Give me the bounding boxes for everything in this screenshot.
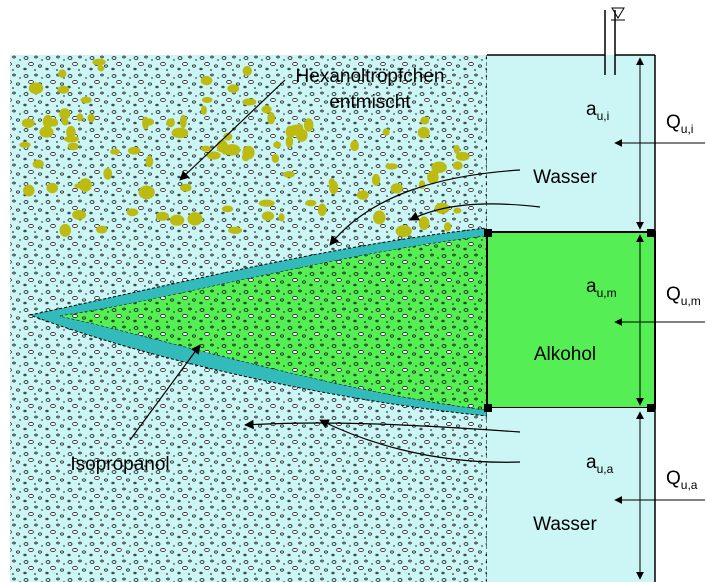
symbol: a <box>586 452 597 473</box>
droplet <box>144 118 154 125</box>
zone-q-label: Qu,i <box>666 112 693 136</box>
droplet <box>329 178 335 186</box>
subscript: u,a <box>681 478 698 492</box>
droplet <box>33 160 44 169</box>
droplet <box>187 212 202 225</box>
droplet <box>286 136 294 148</box>
droplet <box>146 156 154 168</box>
droplet <box>357 190 369 200</box>
droplet <box>79 178 92 192</box>
droplet <box>96 226 107 234</box>
subscript: u,i <box>597 109 610 123</box>
droplet <box>267 112 275 124</box>
droplet <box>139 185 155 199</box>
droplet <box>431 161 446 173</box>
droplet <box>420 117 429 125</box>
droplet <box>201 105 207 115</box>
droplet <box>166 118 175 127</box>
droplet <box>227 84 239 92</box>
droplet <box>156 212 169 221</box>
label: entmischt <box>329 92 411 113</box>
droplet <box>88 114 95 123</box>
droplet <box>305 200 316 207</box>
droplet <box>385 163 397 169</box>
zone-q-label: Qu,a <box>666 468 698 492</box>
droplet <box>262 211 274 220</box>
diagram: Hexanoltröpfchen entmischt Isopropanol W… <box>0 0 707 582</box>
droplet <box>43 115 53 129</box>
droplet <box>418 127 430 139</box>
zone-q-label: Qu,m <box>666 284 701 308</box>
droplet <box>391 183 403 193</box>
droplet <box>201 146 211 152</box>
droplet <box>372 174 380 186</box>
droplet <box>97 65 104 71</box>
droplet <box>444 222 451 232</box>
droplet <box>259 200 275 207</box>
droplet <box>128 147 141 155</box>
droplet <box>29 82 43 94</box>
droplet <box>273 142 281 148</box>
droplet <box>318 204 327 217</box>
droplet <box>373 211 386 225</box>
symbol: Q <box>666 112 681 133</box>
droplet <box>68 142 79 150</box>
droplet <box>22 118 35 128</box>
droplet <box>180 115 187 128</box>
droplet <box>202 97 213 103</box>
droplet <box>19 142 31 148</box>
label: Isopropanol <box>70 454 169 475</box>
symbol: a <box>586 99 597 120</box>
droplet <box>201 76 213 85</box>
droplet <box>60 224 71 237</box>
droplet <box>72 210 86 220</box>
droplet <box>419 216 430 230</box>
droplet <box>454 145 460 154</box>
subscript: u,m <box>681 294 701 308</box>
droplet <box>304 118 314 132</box>
droplet <box>103 168 112 180</box>
droplet <box>453 208 461 214</box>
droplet <box>64 136 79 143</box>
droplet <box>278 213 284 221</box>
droplet <box>283 171 295 178</box>
droplet <box>62 118 69 125</box>
droplet <box>396 225 412 237</box>
droplet <box>383 128 390 136</box>
droplet <box>453 161 463 170</box>
droplet <box>296 129 308 142</box>
droplet <box>23 185 34 197</box>
droplet <box>58 69 66 77</box>
subscript: u,i <box>681 122 694 136</box>
label: Wasser <box>533 514 597 535</box>
droplet <box>81 97 92 104</box>
symbol: a <box>586 276 597 297</box>
label: Hexanoltröpfchen <box>296 66 445 87</box>
symbol: Q <box>666 468 681 489</box>
symbol: Q <box>666 284 681 305</box>
droplet <box>243 66 252 76</box>
droplet <box>170 215 185 226</box>
droplet <box>262 106 272 114</box>
droplet <box>59 108 70 119</box>
droplet <box>228 227 242 234</box>
droplet <box>350 140 359 151</box>
droplet <box>242 146 254 160</box>
subscript: u,m <box>597 286 617 300</box>
droplet <box>224 144 241 155</box>
droplet <box>242 98 256 105</box>
label: Alkohol <box>534 344 596 365</box>
droplet <box>57 86 69 94</box>
droplet <box>127 208 139 216</box>
droplet <box>110 149 120 155</box>
droplet <box>77 113 84 121</box>
droplet <box>180 184 192 192</box>
droplet <box>47 183 58 193</box>
droplet <box>222 206 233 213</box>
droplet <box>272 154 279 163</box>
droplet <box>172 128 189 139</box>
subscript: u,a <box>597 462 614 476</box>
label: Wasser <box>533 167 597 188</box>
droplet <box>92 59 105 66</box>
